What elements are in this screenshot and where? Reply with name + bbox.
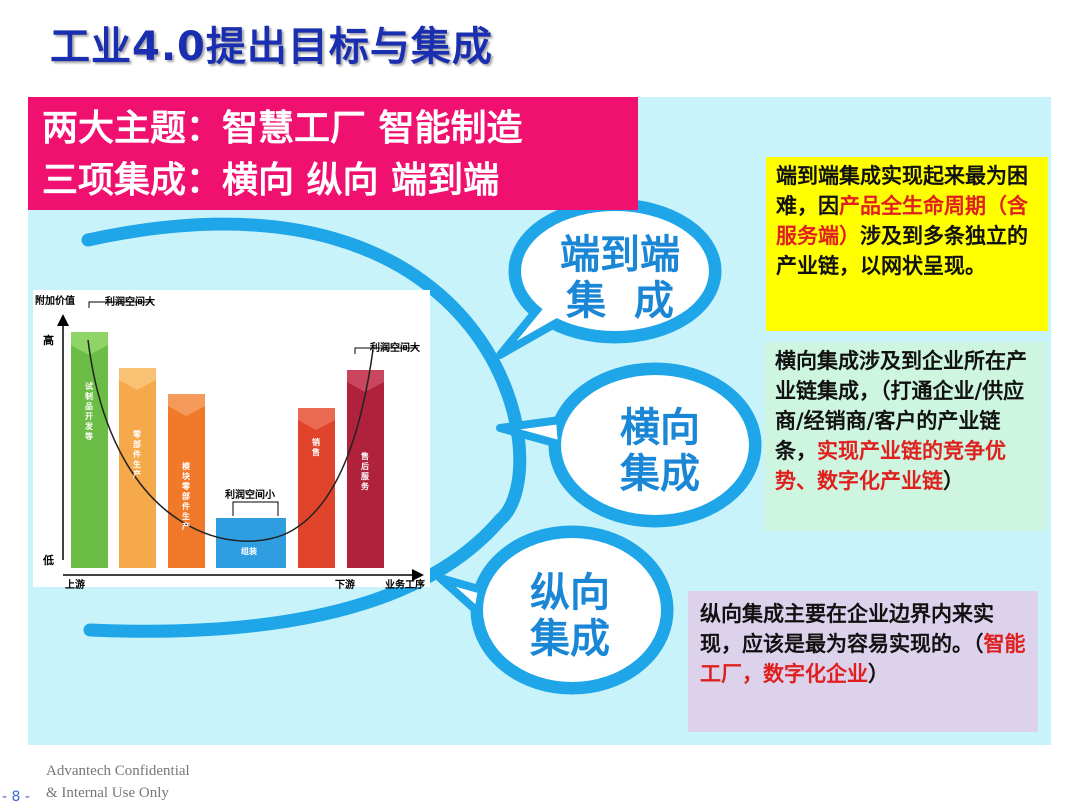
bar-sales	[298, 408, 335, 568]
e2e-text-2: 涉及到多条独立的产业链，以网状呈现。	[776, 224, 1028, 278]
vertical-text-1: 纵向集成主要在企业边界内来实现，应该是最为容易实现的。（	[700, 602, 994, 656]
horizontal-text-highlight: 实现产业链的竞争优势、数字化产业链	[775, 439, 1006, 493]
chart-y-title: 附加价值	[35, 296, 75, 307]
chart-profit-big-left: 利润空间大	[105, 297, 155, 308]
bar-label-module: 模块零部件生产	[182, 462, 190, 531]
bubble-vertical-line2: 集成	[530, 616, 610, 662]
bar-service	[347, 370, 384, 568]
bubble-vertical-line1: 纵向	[530, 570, 610, 616]
horizontal-description: 横向集成涉及到企业所在产业链集成，（打通企业/供应商/经销商/客户的产业链条，实…	[765, 342, 1047, 531]
vertical-description: 纵向集成主要在企业边界内来实现，应该是最为容易实现的。（智能工厂，数字化企业）	[688, 591, 1038, 732]
bubble-e2e-line2: 集 成	[566, 278, 674, 324]
bubble-e2e	[496, 198, 722, 359]
bar-assembly	[216, 518, 286, 568]
horizontal-text-2: ）	[943, 469, 964, 493]
footer-confidential: Advantech Confidential & Internal Use On…	[46, 760, 190, 804]
vertical-text-highlight: 智能工厂，数字化企业	[700, 632, 1026, 686]
themes-line-1: 两大主题：智慧工厂 智能制造	[42, 108, 523, 149]
bubble-e2e-text: 端到端 集 成	[555, 232, 685, 324]
e2e-text-1: 端到端集成实现起来最为困难，因	[776, 164, 1028, 218]
chart-profit-big-right: 利润空间大	[370, 343, 420, 354]
bar-label-prototype: 试制品开发等	[85, 382, 93, 441]
smile-curve-line	[87, 339, 374, 542]
smile-curve-svg	[57, 301, 424, 581]
vertical-text-2: ）	[868, 662, 889, 686]
bar-parts	[119, 368, 156, 568]
chart-high-label: 高	[43, 334, 54, 347]
chart-x-title: 业务工序	[385, 580, 425, 591]
e2e-text-highlight: 产品全生命周期（含服务端）	[776, 194, 1028, 248]
footer-line-2: & Internal Use Only	[46, 785, 169, 801]
page-number: - 8 -	[2, 789, 30, 805]
bubble-horizontal-text: 横向 集成	[600, 405, 720, 497]
bar-label-sales: 销售	[312, 438, 320, 457]
bubble-horizontal	[496, 362, 762, 528]
bar-prototype	[71, 332, 108, 568]
themes-line-2: 三项集成：横向 纵向 端到端	[42, 160, 500, 201]
e2e-description: 端到端集成实现起来最为困难，因产品全生命周期（含服务端）涉及到多条独立的产业链，…	[766, 157, 1048, 331]
bar-label-assembly: 组装	[241, 547, 257, 556]
bar-label-service: 售后服务	[361, 452, 369, 491]
chart-upstream-label: 上游	[65, 580, 85, 591]
bar-module	[168, 394, 205, 568]
bubble-vertical-text: 纵向 集成	[515, 570, 625, 662]
slide-title: 工业4.0提出目标与集成	[50, 24, 493, 70]
smile-curve-chart: 附加价值 利润空间大 利润空间大 利润空间小 高 低 上游 下游 业务工序 试制…	[33, 290, 430, 591]
bubble-horizontal-line2: 集成	[620, 451, 700, 497]
chart-downstream-label: 下游	[335, 580, 355, 591]
bubble-vertical	[436, 525, 674, 695]
bubble-horizontal-line1: 横向	[620, 405, 700, 451]
chart-low-label: 低	[43, 554, 54, 567]
footer-line-1: Advantech Confidential	[46, 763, 190, 779]
bar-label-parts: 零部件生产	[133, 430, 141, 479]
chart-profit-small: 利润空间小	[225, 490, 275, 501]
bubble-e2e-line1: 端到端	[560, 232, 680, 278]
themes-banner: 两大主题：智慧工厂 智能制造 三项集成：横向 纵向 端到端	[28, 97, 638, 210]
horizontal-text-1: 横向集成涉及到企业所在产业链集成，（打通企业/供应商/经销商/客户的产业链条，	[775, 349, 1027, 463]
